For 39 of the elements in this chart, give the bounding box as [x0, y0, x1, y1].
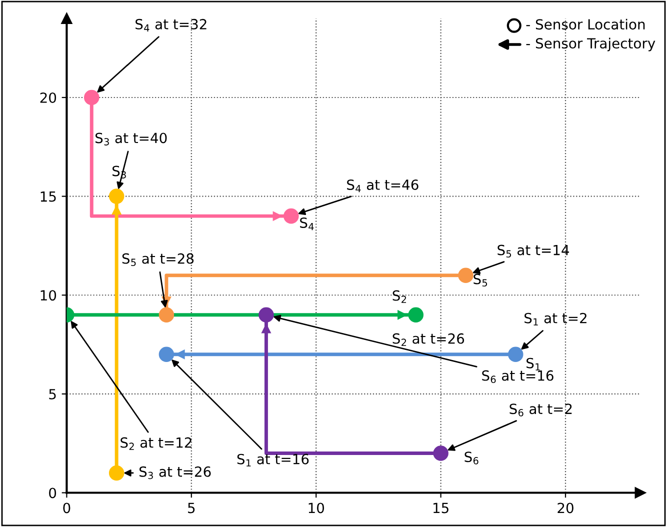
annotation: - Sensor Location	[526, 18, 645, 30]
annotation: - Sensor Trajectory	[526, 38, 656, 52]
point	[84, 90, 100, 106]
y-tick-label: 10	[40, 290, 56, 301]
x-tick-label: 10	[308, 502, 324, 514]
annotation: S$_{6}$ at t=2	[510, 404, 572, 416]
annotation: S$_{2}$ at t=26	[392, 333, 464, 346]
annotation: S$_{3}$ at t=40	[95, 132, 167, 146]
point	[108, 465, 124, 481]
y-tick-label: 20	[40, 92, 56, 103]
point	[258, 307, 274, 323]
annotation: S$_{2}$ at t=12	[120, 437, 192, 450]
annotation: S$_{5}$ at t=14	[498, 244, 570, 258]
annotation: S$_{4}$ at t=46	[347, 179, 418, 192]
annotation: S$_{1}$ at t=16	[237, 454, 309, 466]
annotation: S$_{3}$ at t=26	[139, 466, 211, 480]
annotation: S$_{2}$	[392, 290, 406, 303]
x-tick-label: 15	[433, 502, 448, 514]
annotation: S$_{4}$ at t=32	[136, 18, 206, 32]
annotation: S$_{1}$	[526, 358, 540, 370]
annotation: S$_{6}$ at t=16	[482, 370, 554, 384]
point	[433, 446, 448, 461]
annotation: S$_{4}$	[300, 217, 314, 230]
point	[458, 268, 474, 283]
point	[158, 346, 174, 362]
point	[508, 346, 524, 362]
y-tick-label: 5	[49, 389, 56, 400]
y-tick-label: 15	[40, 191, 56, 202]
y-tick-label: 0	[49, 488, 56, 498]
annotation: S$_{5}$	[474, 274, 488, 286]
point	[108, 188, 124, 204]
annotation: S$_{6}$	[464, 452, 478, 464]
point	[284, 208, 299, 224]
x-tick-label: 20	[558, 502, 574, 514]
x-tick-label: 5	[188, 502, 195, 514]
annotation: S$_{5}$ at t=28	[122, 253, 194, 266]
point	[158, 307, 174, 323]
x-tick-label: 0	[63, 502, 70, 514]
annotation: S$_{1}$ at t=2	[524, 312, 586, 326]
